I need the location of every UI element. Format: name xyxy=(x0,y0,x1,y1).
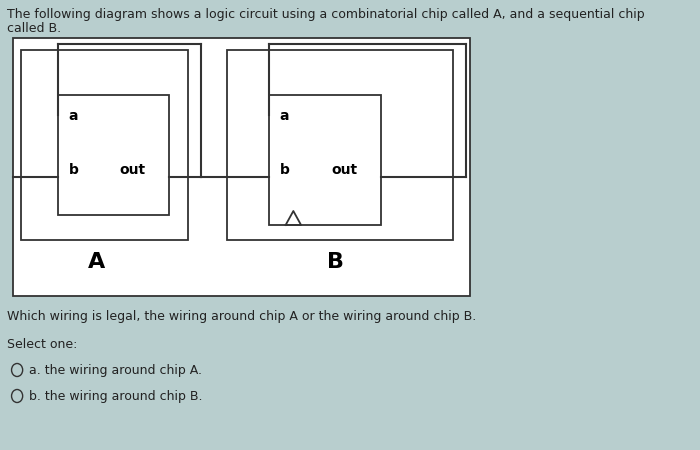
Text: out: out xyxy=(120,163,146,177)
Text: b: b xyxy=(280,163,290,177)
Text: Select one:: Select one: xyxy=(7,338,77,351)
Bar xyxy=(227,50,454,240)
Text: B: B xyxy=(327,252,344,272)
Bar xyxy=(22,50,188,240)
Text: The following diagram shows a logic circuit using a combinatorial chip called A,: The following diagram shows a logic circ… xyxy=(7,8,645,21)
Text: Which wiring is legal, the wiring around chip A or the wiring around chip B.: Which wiring is legal, the wiring around… xyxy=(7,310,476,323)
Text: a: a xyxy=(280,109,289,123)
Text: a: a xyxy=(69,109,78,123)
Text: A: A xyxy=(88,252,105,272)
Text: called B.: called B. xyxy=(7,22,61,35)
Bar xyxy=(58,95,169,215)
Text: a. the wiring around chip A.: a. the wiring around chip A. xyxy=(29,364,202,377)
Bar xyxy=(270,95,381,225)
Text: out: out xyxy=(331,163,357,177)
Bar xyxy=(13,38,470,296)
Text: b. the wiring around chip B.: b. the wiring around chip B. xyxy=(29,390,202,403)
Text: b: b xyxy=(69,163,78,177)
